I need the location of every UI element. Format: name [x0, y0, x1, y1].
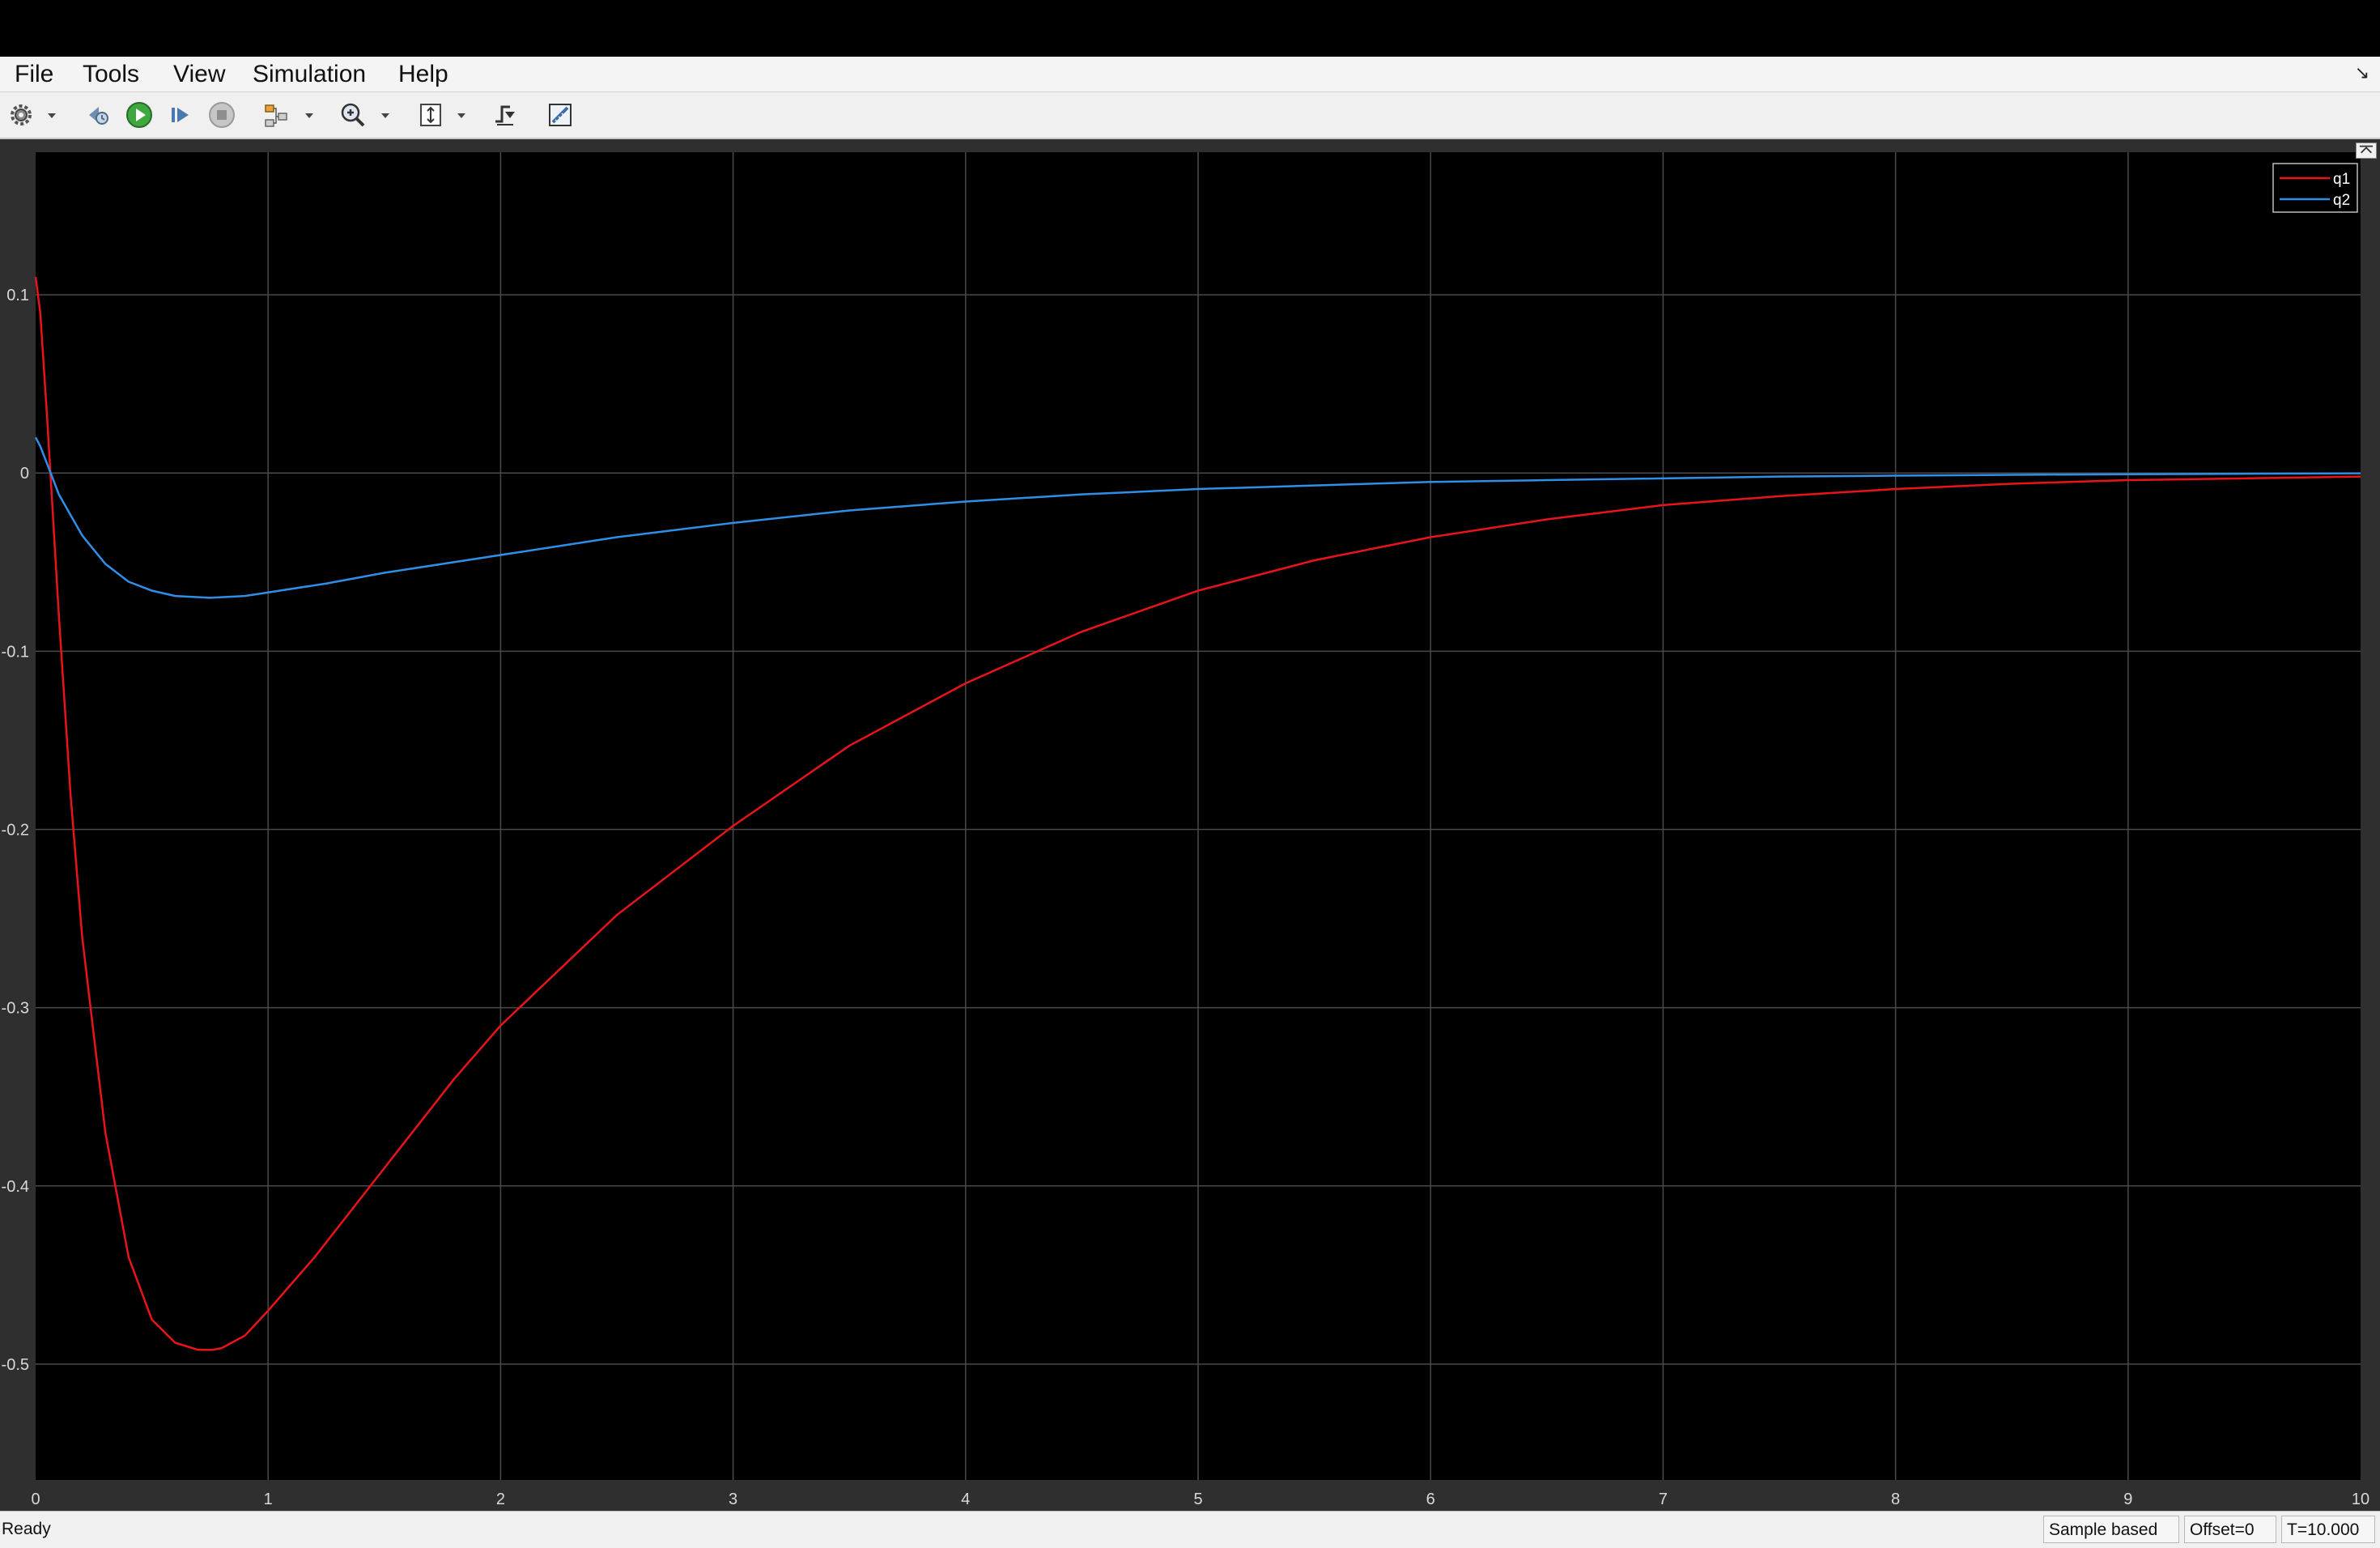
y-axis-ticks: 0.1 0 -0.1 -0.2 -0.3 -0.4 -0.5	[2, 287, 29, 1374]
run-icon[interactable]	[125, 100, 154, 130]
status-bar: Ready Sample based Offset=0 T=10.000	[0, 1511, 2380, 1548]
x-tick-label: 6	[1426, 1491, 1435, 1508]
measurements-icon[interactable]	[546, 100, 575, 130]
x-tick-label: 8	[1891, 1491, 1900, 1508]
y-tick-label: -0.3	[2, 1000, 29, 1018]
signal-highlight-icon[interactable]	[262, 100, 291, 130]
legend-label-q1: q1	[2333, 171, 2350, 188]
series-line-q1[interactable]	[34, 276, 2361, 1351]
x-tick-label: 0	[31, 1491, 40, 1508]
legend-box[interactable]	[2272, 163, 2358, 213]
step-forward-icon[interactable]	[165, 100, 194, 130]
menu-tools[interactable]: Tools	[83, 61, 140, 87]
y-tick-label: -0.5	[2, 1356, 29, 1374]
x-axis-ticks: 0 1 2 3 4 5 6 7 8 9 10	[31, 1491, 2369, 1508]
status-time: T=10.000	[2281, 1516, 2375, 1543]
y-tick-label: 0	[20, 465, 29, 483]
status-offset: Offset=0	[2184, 1516, 2276, 1543]
settings-gear-icon[interactable]	[6, 100, 36, 130]
y-tick-label: 0.1	[6, 287, 29, 304]
status-text: Ready	[2, 1520, 51, 1538]
legend-label-q2: q2	[2333, 192, 2350, 209]
x-tick-label: 9	[2123, 1491, 2132, 1508]
undock-icon[interactable]: ↘	[2354, 62, 2370, 83]
x-tick-label: 5	[1193, 1491, 1202, 1508]
zoom-dropdown-arrow-icon[interactable]	[379, 104, 392, 126]
menu-simulation[interactable]: Simulation	[253, 61, 367, 87]
legend[interactable]: q1 q2	[2272, 163, 2358, 213]
autoscale-icon[interactable]	[416, 100, 445, 130]
y-tick-label: -0.4	[2, 1178, 29, 1196]
menu-bar: File Tools View Simulation Help ↘	[0, 57, 2380, 92]
stop-icon[interactable]	[207, 100, 236, 130]
autoscale-dropdown-arrow-icon[interactable]	[455, 104, 468, 126]
menu-help[interactable]: Help	[398, 61, 448, 87]
y-tick-label: -0.2	[2, 822, 29, 840]
highlight-dropdown-arrow-icon[interactable]	[303, 104, 316, 126]
step-back-icon[interactable]	[83, 100, 112, 130]
scope-plot[interactable]: 0.1 0 -0.1 -0.2 -0.3 -0.4 -0.5 0 1 2 3 4 5 6 7 8 9 10 q1…	[0, 139, 2380, 1511]
expand-panel-icon[interactable]	[2356, 142, 2377, 159]
window-title-bar	[0, 0, 2380, 57]
x-tick-label: 1	[264, 1491, 273, 1508]
settings-dropdown-arrow-icon[interactable]	[45, 104, 58, 126]
x-tick-label: 10	[2352, 1491, 2369, 1508]
menu-file[interactable]: File	[15, 61, 54, 87]
x-tick-label: 3	[729, 1491, 737, 1508]
menu-view[interactable]: View	[173, 61, 226, 87]
series-layer	[34, 276, 2361, 1351]
triggers-icon[interactable]	[491, 100, 520, 130]
toolbar	[0, 92, 2380, 139]
x-tick-label: 7	[1659, 1491, 1668, 1508]
y-tick-label: -0.1	[2, 643, 29, 661]
status-sample-mode: Sample based	[2043, 1516, 2179, 1543]
zoom-in-icon[interactable]	[338, 100, 368, 130]
x-tick-label: 2	[496, 1491, 505, 1508]
grid-lines	[36, 152, 2361, 1480]
x-tick-label: 4	[961, 1491, 970, 1508]
series-line-q2[interactable]	[34, 436, 2361, 599]
scope-plot-area[interactable]: 0.1 0 -0.1 -0.2 -0.3 -0.4 -0.5 0 1 2 3 4 5 6 7 8 9 10 q1…	[0, 139, 2380, 1511]
